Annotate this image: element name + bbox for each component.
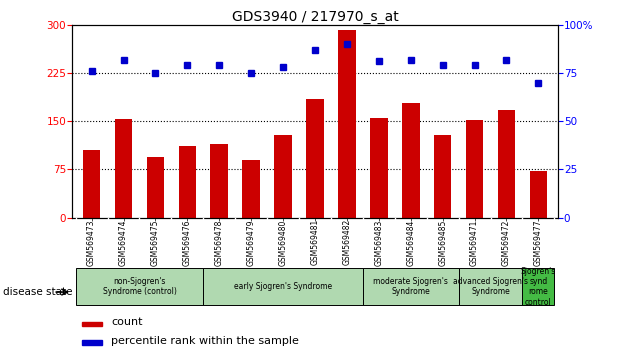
Text: GSM569484: GSM569484 [406, 219, 415, 266]
Text: GSM569483: GSM569483 [374, 219, 383, 266]
Bar [402, 103, 420, 218]
Text: non-Sjogren's
Syndrome (control): non-Sjogren's Syndrome (control) [103, 277, 176, 296]
Text: GSM569480: GSM569480 [278, 219, 287, 266]
Bar [82, 322, 101, 326]
Bar [243, 160, 260, 218]
Text: GSM569475: GSM569475 [151, 219, 160, 266]
Text: percentile rank within the sample: percentile rank within the sample [112, 336, 299, 346]
Text: early Sjogren's Syndrome: early Sjogren's Syndrome [234, 282, 332, 291]
Text: GSM569479: GSM569479 [247, 219, 256, 266]
Text: GSM569474: GSM569474 [119, 219, 128, 266]
Bar [82, 340, 101, 345]
Title: GDS3940 / 217970_s_at: GDS3940 / 217970_s_at [232, 10, 398, 24]
Text: count: count [112, 318, 143, 327]
Bar [147, 156, 164, 218]
Bar [306, 99, 324, 218]
Text: Sjogren's
synd
rome
control: Sjogren's synd rome control [521, 267, 556, 307]
Text: GSM569476: GSM569476 [183, 219, 192, 266]
Bar [76, 268, 203, 306]
Text: GSM569478: GSM569478 [215, 219, 224, 266]
Bar [363, 268, 459, 306]
Bar [203, 268, 363, 306]
Text: advanced Sjogren's
Syndrome: advanced Sjogren's Syndrome [453, 277, 528, 296]
Text: moderate Sjogren's
Syndrome: moderate Sjogren's Syndrome [374, 277, 448, 296]
Bar [370, 118, 387, 218]
Text: GSM569472: GSM569472 [502, 219, 511, 266]
Bar [522, 268, 554, 306]
Bar [459, 268, 522, 306]
Bar [83, 150, 100, 218]
Text: GSM569473: GSM569473 [87, 219, 96, 266]
Bar [178, 146, 196, 218]
Text: GSM569482: GSM569482 [343, 219, 352, 266]
Bar [210, 144, 228, 218]
Text: GSM569477: GSM569477 [534, 219, 543, 266]
Bar [115, 119, 132, 218]
Bar [338, 30, 356, 218]
Text: GSM569485: GSM569485 [438, 219, 447, 266]
Bar [466, 120, 483, 218]
Bar [498, 110, 515, 218]
Text: disease state: disease state [3, 287, 72, 297]
Text: GSM569481: GSM569481 [311, 219, 319, 266]
Bar [434, 135, 452, 218]
Bar [530, 171, 547, 218]
Text: GSM569471: GSM569471 [470, 219, 479, 266]
Bar [274, 135, 292, 218]
